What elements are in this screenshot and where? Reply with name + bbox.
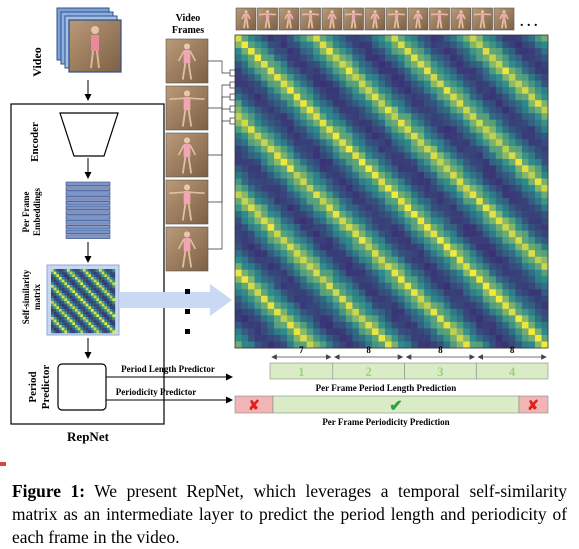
repnet-figure: Video RepNet Encoder Per FrameEmbeddings… (10, 7, 549, 444)
svg-text:Per FrameEmbeddings: Per FrameEmbeddings (21, 187, 42, 236)
period-length-caption: Per Frame Period Length Prediction (316, 383, 457, 393)
per-frame-embeddings (65, 181, 111, 239)
video-stack (56, 7, 122, 73)
top-frame-strip (235, 7, 515, 31)
embeddings-label: Per FrameEmbeddings (21, 187, 42, 236)
video-frames-label: Video Frames (172, 13, 204, 36)
period-predictor-label: PeriodPredictor (27, 365, 52, 410)
frames-continue-dots (185, 289, 190, 334)
period-predictor-block (57, 363, 107, 411)
svg-text:Self-similaritymatrix: Self-similaritymatrix (21, 269, 42, 324)
self-similarity-matrix (235, 35, 549, 349)
margin-mark (0, 462, 6, 466)
period-segment-count: 8 (366, 345, 371, 355)
periodic-check-icon: ✔ (389, 398, 402, 415)
period-segment-label: 1 (298, 364, 305, 379)
figure-caption: Figure 1: We present RepNet, which lever… (12, 480, 567, 549)
expand-arrow (120, 284, 232, 316)
period-segment-label: 2 (365, 364, 372, 379)
period-segment-label: 4 (509, 364, 516, 379)
period-length-predictor-label: Period Length Predictor (121, 364, 215, 374)
period-segment-label: 3 (437, 364, 444, 379)
frame-row-connectors (208, 60, 237, 250)
figure-caption-text: We present RepNet, which leverages a tem… (12, 481, 568, 547)
period-segment (475, 362, 549, 380)
video-frames-column (165, 38, 209, 272)
period-segment-count: 8 (438, 345, 443, 355)
periodicity-caption: Per Frame Periodicity Prediction (322, 417, 449, 427)
periodicity-predictor-label: Periodicity Predictor (116, 387, 197, 397)
ssm-label: Self-similaritymatrix (21, 269, 42, 324)
non-periodic-left-icon: ✘ (248, 399, 260, 414)
non-periodic-right-icon: ✘ (527, 399, 539, 414)
small-similarity-matrix (51, 269, 116, 334)
period-length-bar: 1 7 2 8 3 8 4 8 (269, 345, 549, 380)
encoder-block (59, 112, 119, 157)
encoder-label: Encoder (29, 122, 41, 162)
period-segment-count: 7 (299, 345, 304, 355)
period-segment-count: 8 (510, 345, 515, 355)
repnet-box (10, 103, 165, 425)
figure-label: Figure 1: (12, 481, 86, 501)
periodicity-bar: ✘ ✔ ✘ (234, 395, 549, 415)
video-label: Video (30, 47, 44, 77)
svg-text:PeriodPredictor: PeriodPredictor (27, 365, 52, 410)
repnet-label: RepNet (67, 429, 110, 444)
top-strip-ellipsis: . . . (520, 15, 538, 30)
